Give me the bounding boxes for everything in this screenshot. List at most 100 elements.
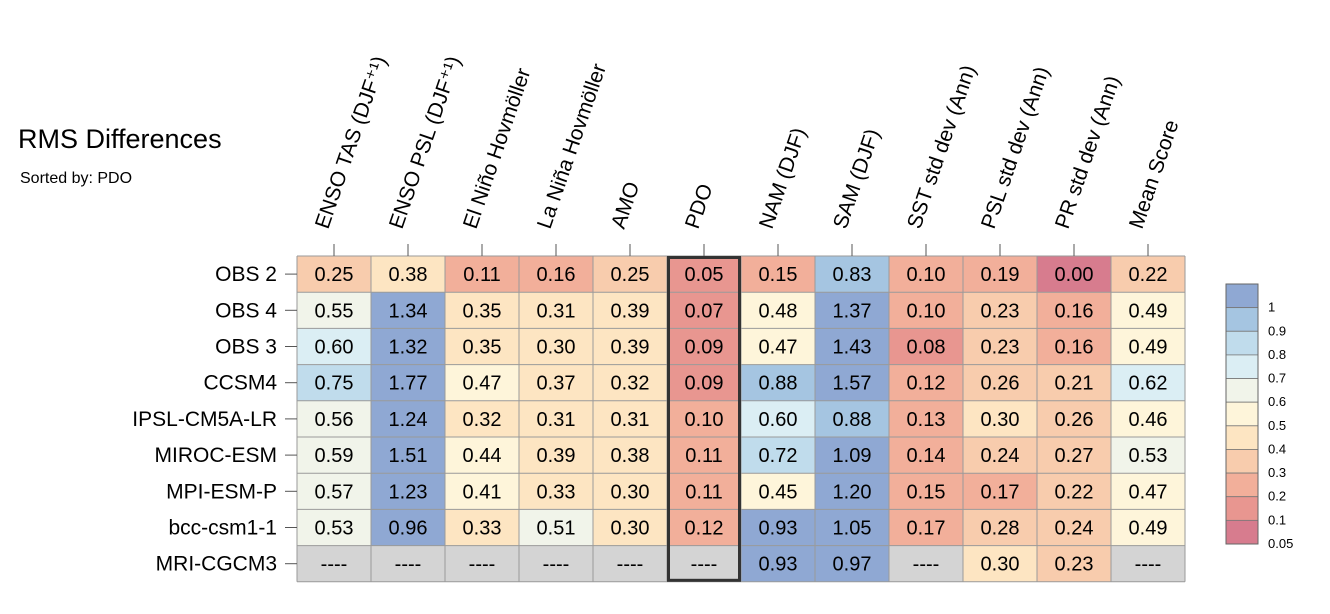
- cell-value: 1.32: [389, 337, 428, 359]
- cell-value: 0.39: [611, 300, 650, 322]
- colorbar-segment: [1225, 519, 1259, 545]
- colorbar-frame: [1225, 283, 1259, 545]
- heatmap-cell: [519, 364, 593, 401]
- cell-value: 0.33: [463, 518, 502, 540]
- cell-value: 0.83: [833, 264, 872, 286]
- heatmap-cell: [371, 292, 445, 329]
- cell-value: 1.43: [833, 337, 872, 359]
- heatmap-cell: [1037, 509, 1111, 546]
- heatmap-cell: [889, 256, 963, 293]
- heatmap-cell: [445, 292, 519, 329]
- column-label: PR std dev (Ann): [1051, 73, 1125, 232]
- cell-value: 0.25: [611, 264, 650, 286]
- heatmap-cell: [371, 509, 445, 546]
- cell-value: 0.35: [463, 337, 502, 359]
- heatmap-cell: [889, 292, 963, 329]
- heatmap-cell: [815, 437, 889, 474]
- heatmap-cell: [889, 509, 963, 546]
- cell-value: 1.20: [833, 481, 872, 503]
- heatmap-cell: [445, 437, 519, 474]
- heatmap-cell: [889, 400, 963, 437]
- row-label: MRI-CGCM3: [156, 553, 277, 576]
- heatmap-cell: [1111, 437, 1185, 474]
- heatmap-cell: [667, 364, 741, 401]
- colorbar-label: 0.5: [1268, 418, 1286, 433]
- row-label: OBS 4: [215, 299, 277, 322]
- column-label: PSL std dev (Ann): [977, 64, 1054, 232]
- cell-value: 0.37: [537, 373, 576, 395]
- heatmap-cell: [297, 509, 371, 546]
- heatmap-cell: [815, 364, 889, 401]
- heatmap-cell: [371, 473, 445, 510]
- colorbar-label: 0.4: [1268, 441, 1286, 456]
- cell-value: 1.51: [389, 445, 428, 467]
- cell-value: ----: [913, 554, 940, 576]
- cell-value: 0.38: [389, 264, 428, 286]
- colorbar-label: 0.2: [1268, 489, 1286, 504]
- cell-value: 0.11: [463, 264, 500, 286]
- cell-value: ----: [321, 554, 348, 576]
- cell-value: 1.09: [833, 445, 872, 467]
- heatmap-cell: [667, 400, 741, 437]
- heatmap-cell: [593, 256, 667, 293]
- cell-value: 0.53: [1129, 445, 1168, 467]
- cell-value: 0.60: [759, 409, 798, 431]
- row-label: MIROC-ESM: [155, 444, 278, 467]
- heatmap-cell: [519, 292, 593, 329]
- heatmap-cell: [593, 328, 667, 365]
- heatmap-cell: [667, 328, 741, 365]
- heatmap-cell: [741, 545, 815, 582]
- heatmap-cell: [667, 509, 741, 546]
- heatmap-cell: [519, 400, 593, 437]
- heatmap-cell: [297, 364, 371, 401]
- heatmap-cell: [889, 545, 963, 582]
- heatmap-cell: [371, 364, 445, 401]
- cell-value: 0.49: [1129, 518, 1168, 540]
- heatmap-cell: [371, 400, 445, 437]
- cell-value: 0.09: [685, 373, 724, 395]
- cell-value: 0.32: [463, 409, 502, 431]
- cell-value: 0.47: [463, 373, 502, 395]
- heatmap-cell: [371, 328, 445, 365]
- row-label: IPSL-CM5A-LR: [132, 408, 277, 431]
- column-label: El Niño Hovmöller: [459, 65, 535, 231]
- heatmap-cell: [445, 509, 519, 546]
- heatmap-cell: [667, 545, 741, 582]
- heatmap-cell: [741, 473, 815, 510]
- cell-value: 0.23: [1055, 554, 1094, 576]
- row-label: OBS 3: [215, 336, 277, 359]
- heatmap-cell: [593, 509, 667, 546]
- column-label: ENSO PSL (DJF⁺¹): [385, 53, 466, 231]
- cell-value: 0.15: [759, 264, 798, 286]
- cell-value: 0.30: [981, 554, 1020, 576]
- cell-value: 0.38: [611, 445, 650, 467]
- heatmap-cell: [593, 545, 667, 582]
- cell-value: 0.05: [685, 264, 724, 286]
- heatmap-cell: [371, 437, 445, 474]
- column-label: ENSO TAS (DJF⁺¹): [311, 53, 392, 231]
- heatmap-cell: [963, 328, 1037, 365]
- cell-value: 0.35: [463, 300, 502, 322]
- heatmap-cell: [741, 328, 815, 365]
- cell-value: 0.39: [611, 337, 650, 359]
- cell-value: 1.77: [389, 373, 428, 395]
- heatmap-cell: [741, 364, 815, 401]
- colorbar-segment: [1225, 354, 1259, 379]
- cell-value: 0.49: [1129, 300, 1168, 322]
- heatmap-cell: [1037, 364, 1111, 401]
- cell-value: 0.10: [685, 409, 724, 431]
- heatmap-cell: [1037, 473, 1111, 510]
- heatmap-cell: [963, 545, 1037, 582]
- cell-value: 0.96: [389, 518, 428, 540]
- heatmap-cell: [593, 437, 667, 474]
- heatmap-cell: [815, 256, 889, 293]
- colorbar-segment: [1225, 401, 1259, 427]
- heatmap-cell: [1037, 437, 1111, 474]
- heatmap-cell: [963, 400, 1037, 437]
- heatmap-cell: [1037, 328, 1111, 365]
- heatmap-cell: [963, 437, 1037, 474]
- cell-value: 0.16: [1055, 300, 1094, 322]
- cell-value: 0.30: [611, 518, 650, 540]
- colorbar-label: 0.3: [1268, 465, 1286, 480]
